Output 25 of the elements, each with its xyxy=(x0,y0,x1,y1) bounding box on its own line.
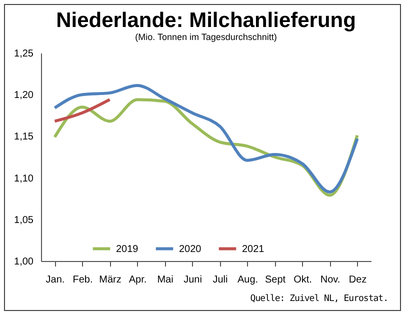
x-tick-label: Okt. xyxy=(294,274,312,286)
x-tick-label: Sept xyxy=(264,274,286,286)
x-tick-label: Aug. xyxy=(237,274,258,286)
x-tick-label: März xyxy=(99,274,122,286)
y-tick-label: 1,00 xyxy=(14,256,34,268)
chart-subtitle: (Mio. Tonnen im Tagesdurchschnitt) xyxy=(135,32,277,42)
y-tick-label: 1,25 xyxy=(14,48,34,60)
x-tick-label: Nov. xyxy=(320,274,340,286)
x-tick-label: Juni xyxy=(184,274,202,286)
legend-label: 2019 xyxy=(116,244,139,255)
legend-label: 2020 xyxy=(179,244,202,255)
y-tick-label: 1,15 xyxy=(14,132,34,143)
y-tick-label: 1,10 xyxy=(14,173,34,184)
y-tick-label: 1,05 xyxy=(14,214,34,226)
legend-label: 2021 xyxy=(242,244,265,255)
y-tick-label: 1,20 xyxy=(14,90,34,102)
chart-title: Niederlande: Milchanlieferung xyxy=(56,9,356,32)
x-tick-label: Mai xyxy=(157,274,174,286)
source-note: Quelle: Zuivel NL, Eurostat. xyxy=(250,294,388,304)
x-tick-label: Dez xyxy=(348,274,367,286)
x-tick-label: Apr. xyxy=(128,274,147,286)
x-tick-label: Juli xyxy=(212,274,228,286)
x-tick-label: Feb. xyxy=(72,274,93,286)
x-tick-label: Jan. xyxy=(46,274,65,286)
line-series xyxy=(53,84,359,194)
